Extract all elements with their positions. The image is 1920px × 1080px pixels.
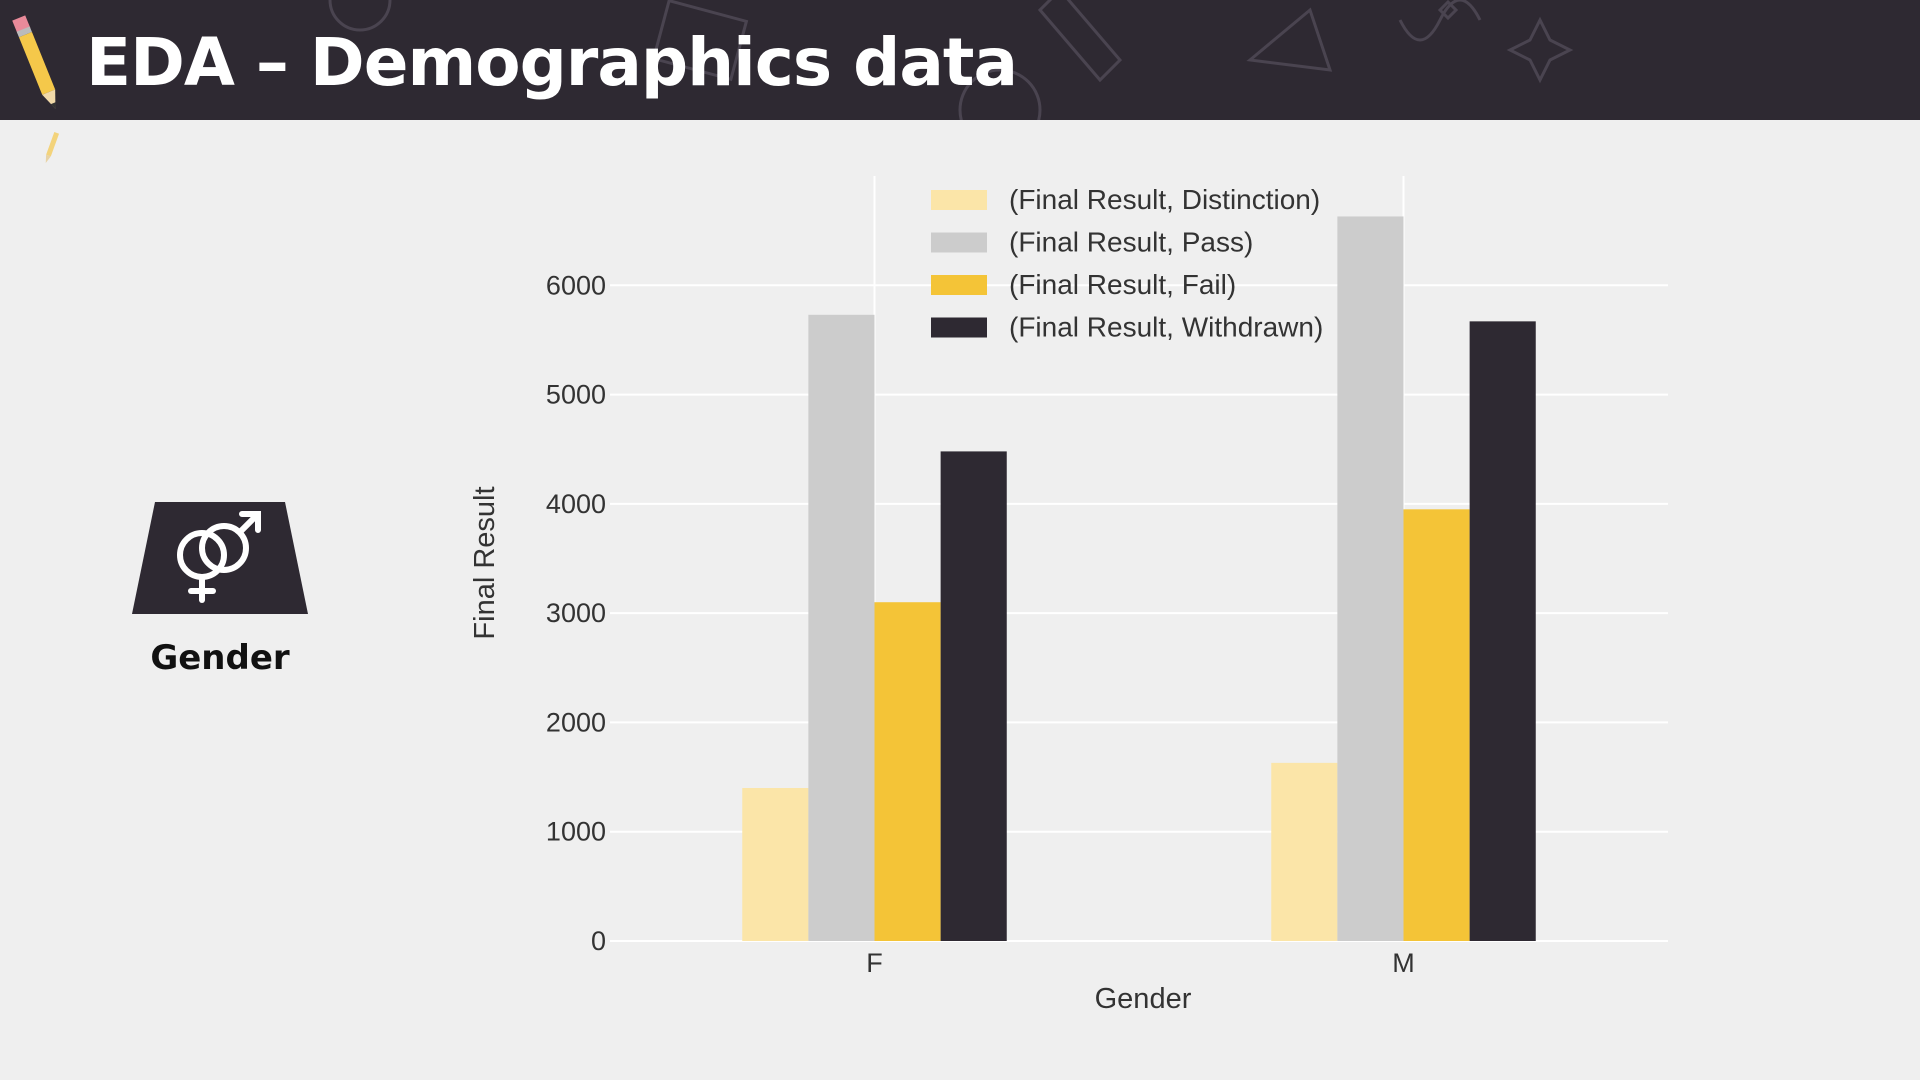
y-tick-label: 6000	[546, 270, 606, 300]
bar-m-series-2	[1403, 509, 1470, 941]
header-doodle-pattern	[328, 0, 1574, 120]
legend-entry: (Final Result, Withdrawn)	[1009, 312, 1323, 343]
slide-title: EDA – Demographics data	[86, 24, 1018, 101]
y-tick-label: 0	[591, 926, 606, 956]
legend-entry: (Final Result, Fail)	[1009, 269, 1236, 300]
bar-f-series-2	[874, 602, 941, 941]
small-pencil-icon	[45, 132, 60, 163]
bar-f-series-1	[808, 314, 875, 941]
gender-label: Gender	[150, 638, 290, 678]
header-bar: EDA – Demographics data	[0, 0, 1920, 120]
bar-m-series-0	[1271, 762, 1338, 941]
legend-entry: (Final Result, Pass)	[1009, 227, 1253, 258]
gender-symbol-icon	[132, 502, 308, 614]
legend: (Final Result, Distinction) (Final Result…	[931, 184, 1323, 343]
y-tick-label: 2000	[546, 707, 606, 737]
bar-m-series-3	[1469, 321, 1536, 942]
y-axis-label: Final Result	[469, 486, 501, 639]
legend-swatch	[931, 190, 987, 210]
bar-m-series-1	[1337, 216, 1404, 941]
gender-panel: Gender	[120, 500, 320, 678]
legend-swatch	[931, 232, 987, 253]
x-tick-label: M	[1392, 948, 1415, 978]
legend-swatch	[931, 317, 987, 338]
x-tick-label: F	[866, 948, 883, 978]
legend-swatch	[931, 275, 987, 295]
legend-entry: (Final Result, Distinction)	[1009, 184, 1320, 215]
pencil-icon	[12, 15, 56, 109]
bar-f-series-0	[742, 788, 809, 941]
x-axis-label: Gender	[1095, 983, 1192, 1015]
y-axis-ticks: 0 1000 2000 3000 4000 5000 6000	[546, 270, 606, 956]
y-tick-label: 1000	[546, 817, 606, 847]
y-tick-label: 4000	[546, 489, 606, 519]
bar-f-series-3	[940, 451, 1007, 941]
y-tick-label: 3000	[546, 598, 606, 628]
y-tick-label: 5000	[546, 380, 606, 410]
bars	[742, 216, 1536, 942]
